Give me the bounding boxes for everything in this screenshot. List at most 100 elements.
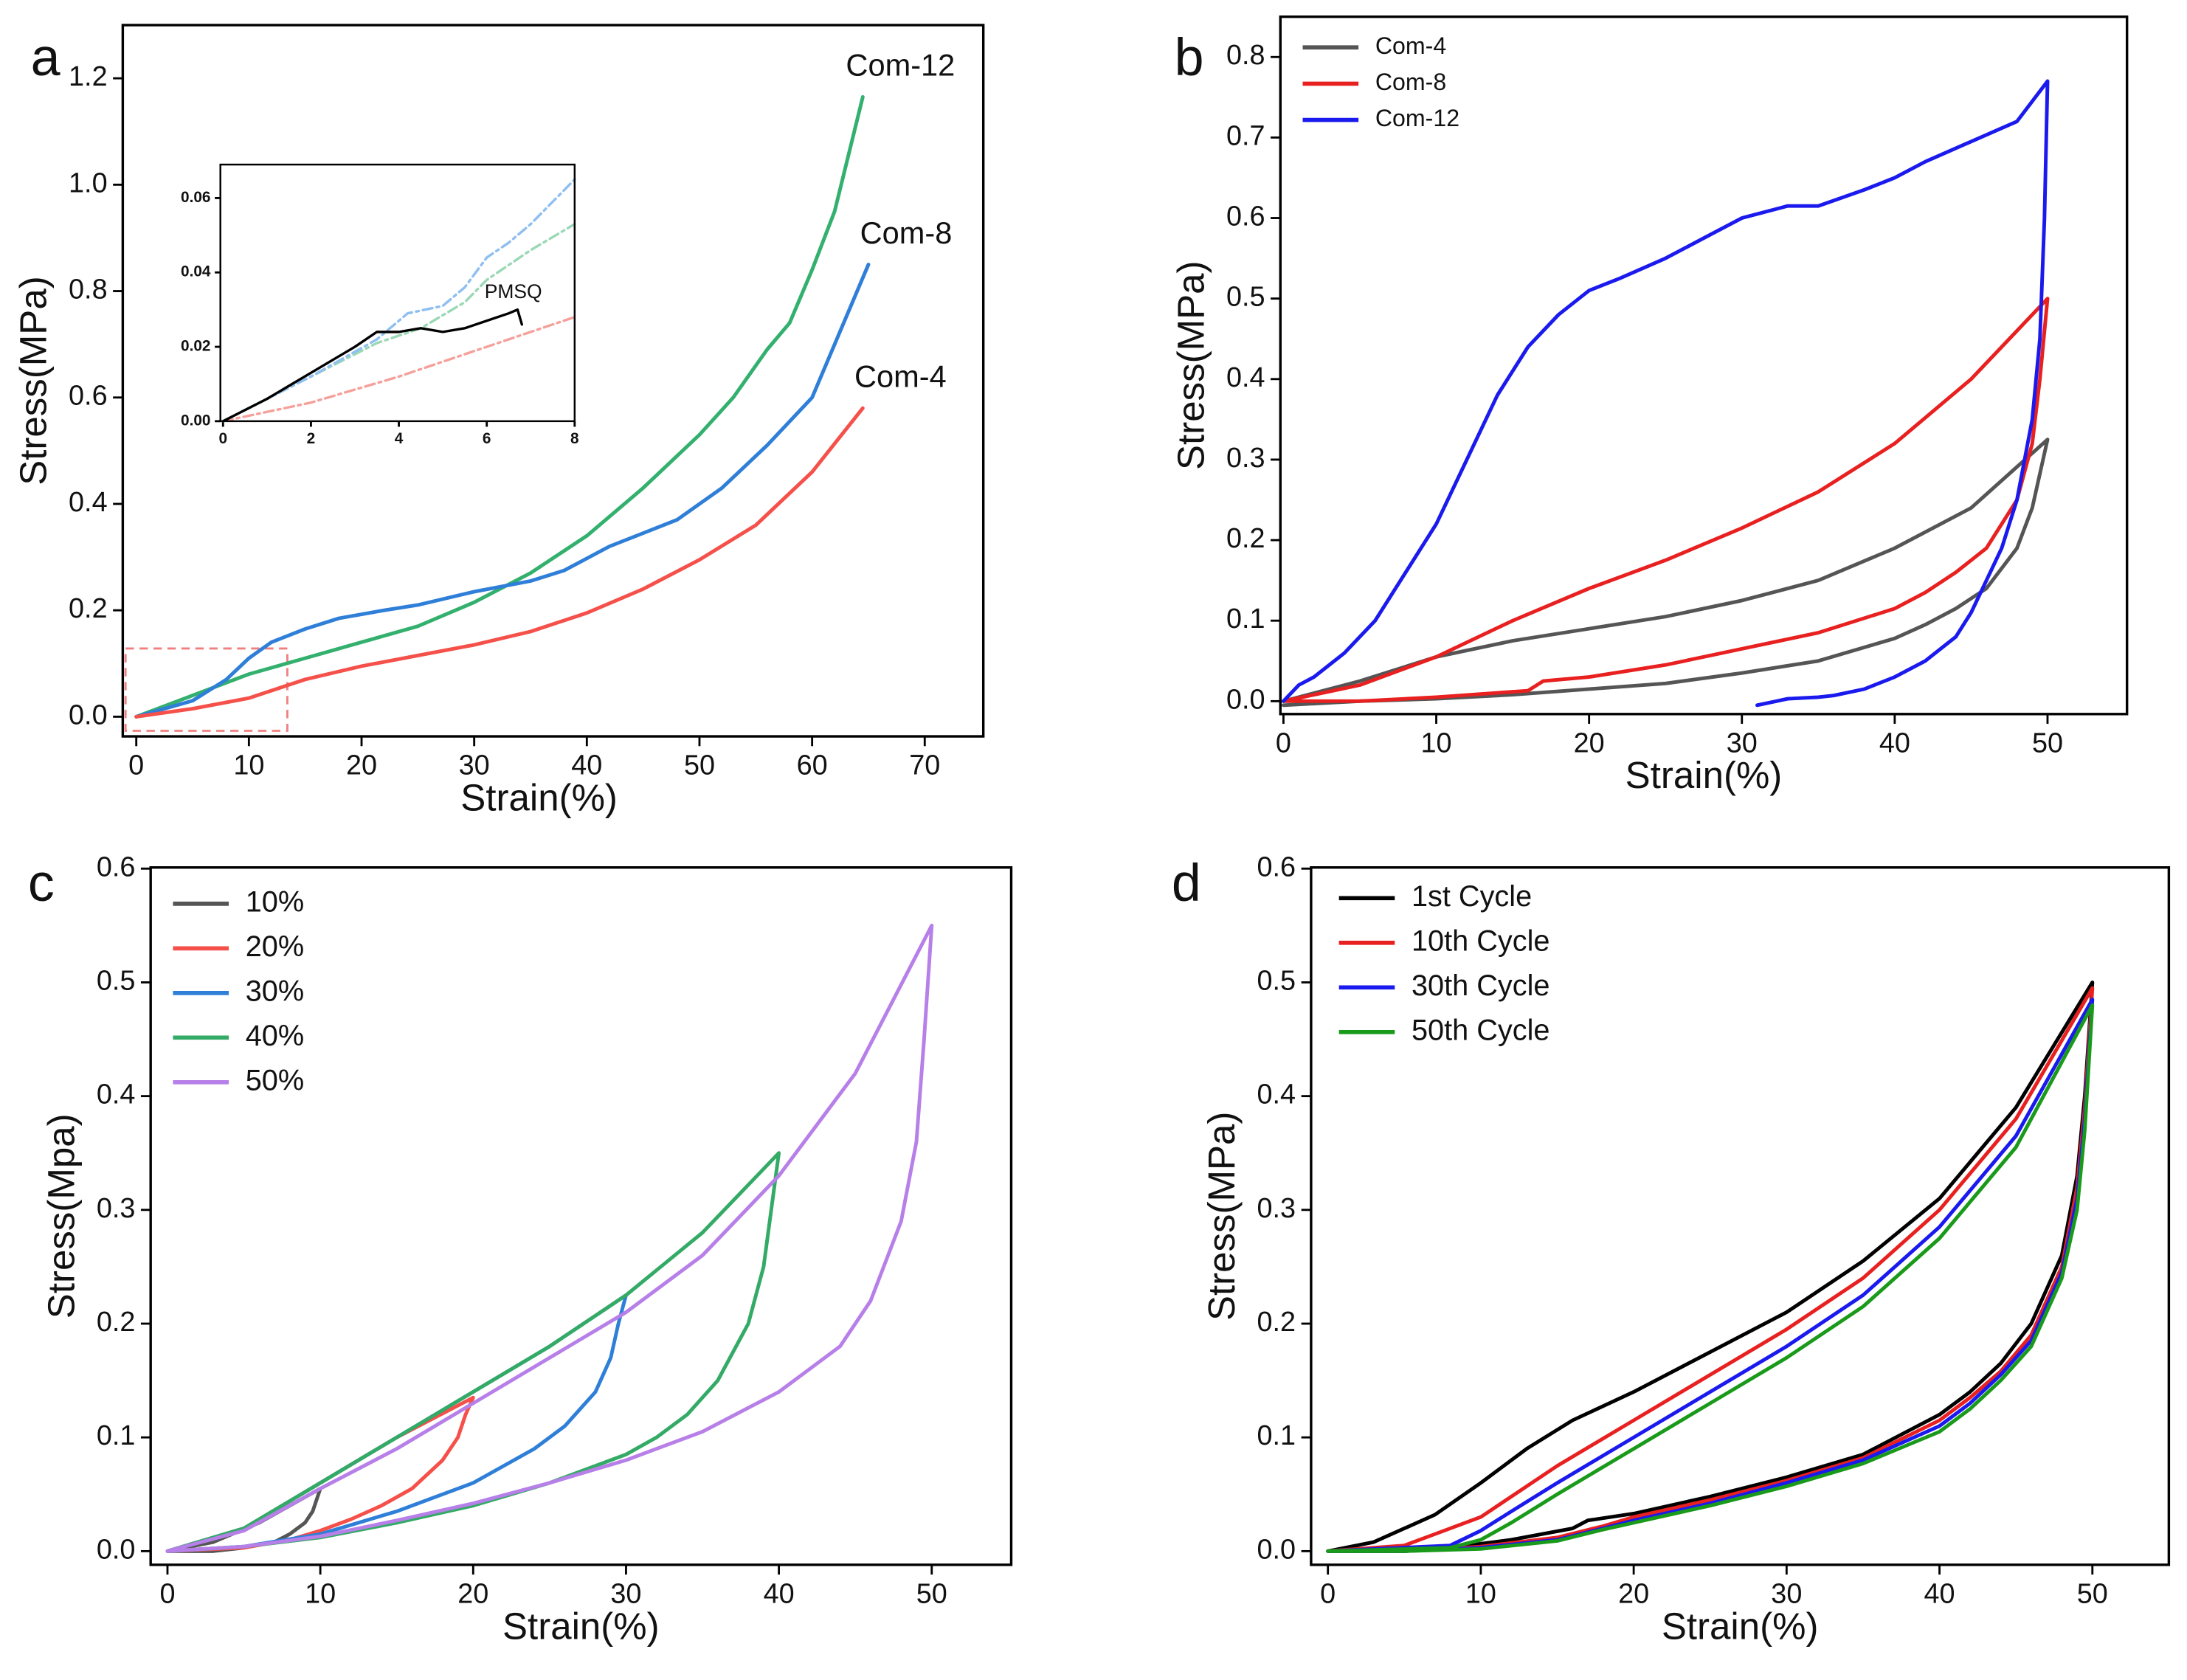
series-group [1281, 79, 2050, 708]
y-tick-label: 0.8 [1226, 40, 1265, 71]
y-tick-label: 0.5 [97, 965, 136, 996]
y-tick-label: 0.4 [1257, 1079, 1296, 1110]
y-tick-label: 0.2 [97, 1307, 136, 1338]
y-axis-label: Stress(Mpa) [40, 1113, 82, 1318]
x-tick-label: 60 [797, 750, 828, 781]
y-tick-label: 0.3 [1226, 443, 1265, 474]
x-axis-label: Strain(%) [460, 776, 618, 818]
y-tick-label: 0.8 [69, 274, 108, 305]
y-tick-label: 0.4 [69, 487, 108, 518]
inset-background [220, 165, 575, 421]
plot-frame [121, 24, 985, 738]
y-tick-label: 0.2 [1226, 523, 1265, 554]
legend-label: 10% [246, 885, 304, 918]
x-tick-label: 0 [218, 430, 227, 447]
plot-frame [219, 163, 576, 423]
y-tick-label: 0.1 [97, 1420, 136, 1451]
x-tick-label: 50 [2077, 1578, 2108, 1609]
legend-label: 50th Cycle [1412, 1014, 1550, 1046]
x-tick-label: 20 [1574, 727, 1605, 758]
line [1281, 438, 2050, 708]
line [221, 316, 576, 423]
y-tick-label: 0.00 [181, 412, 210, 429]
x-tick-label: 2 [307, 430, 316, 447]
y-tick-label: 0.3 [1257, 1193, 1296, 1224]
x-tick-label: 10 [1465, 1578, 1496, 1609]
x-tick-label: 0 [1320, 1578, 1336, 1609]
line [134, 94, 865, 719]
x-tick-label: 20 [346, 750, 377, 781]
y-axis-label: Stress(MPa) [13, 276, 55, 485]
line [1326, 998, 2095, 1553]
y-tick-label: 0.6 [69, 381, 108, 412]
x-tick-label: 0 [159, 1578, 175, 1609]
y-tick-label: 0.2 [69, 593, 108, 624]
x-tick-label: 50 [916, 1578, 947, 1609]
x-tick-label: 30 [459, 750, 490, 781]
line [134, 406, 865, 719]
y-tick-label: 0.6 [1226, 201, 1265, 232]
legend-label: Com-4 [1375, 32, 1446, 59]
y-tick-label: 1.2 [69, 61, 108, 92]
series-group [1326, 980, 2095, 1553]
y-tick-label: 0.0 [1226, 684, 1265, 715]
zoom-region [124, 647, 289, 732]
y-tick-label: 0.06 [181, 189, 210, 206]
x-tick-label: 40 [1879, 727, 1910, 758]
x-tick-label: 0 [128, 750, 144, 781]
plot-frame [149, 866, 1013, 1566]
panel-label: a [31, 28, 61, 87]
y-axis-label: Stress(MPa) [1200, 1112, 1243, 1321]
line [1281, 79, 2050, 708]
legend-label: 1st Cycle [1412, 880, 1532, 913]
line [221, 178, 576, 423]
x-axis-label: Strain(%) [1625, 754, 1783, 796]
legend-label: 30% [246, 975, 304, 1007]
legend-label: Com-8 [1375, 69, 1446, 95]
x-tick-label: 0 [1276, 727, 1291, 758]
x-tick-label: 40 [571, 750, 602, 781]
x-tick-label: 70 [909, 750, 940, 781]
x-tick-label: 50 [2032, 727, 2063, 758]
y-tick-label: 0.1 [1257, 1420, 1296, 1451]
y-tick-label: 0.02 [181, 338, 210, 355]
x-tick-label: 4 [395, 430, 404, 447]
x-tick-label: 6 [483, 430, 491, 447]
x-tick-label: 40 [1924, 1578, 1955, 1609]
line [1326, 980, 2095, 1553]
line [221, 308, 524, 423]
y-tick-label: 0.6 [97, 851, 136, 882]
series-group [165, 923, 934, 1553]
x-tick-label: 20 [457, 1578, 488, 1609]
x-axis-label: Strain(%) [502, 1605, 660, 1647]
x-tick-label: 30 [610, 1578, 641, 1609]
x-tick-label: 10 [233, 750, 264, 781]
x-tick-label: 40 [764, 1578, 795, 1609]
line [1326, 986, 2095, 1553]
line-label: Com-12 [846, 48, 955, 83]
x-tick-label: 10 [305, 1578, 336, 1609]
panel-label: b [1175, 28, 1204, 87]
x-tick-label: 10 [1421, 727, 1452, 758]
plot-frame [1310, 866, 2171, 1566]
y-axis-label: Stress(MPa) [1170, 261, 1212, 470]
legend-label: Com-12 [1375, 105, 1459, 131]
y-tick-label: 0.0 [1257, 1534, 1296, 1565]
y-tick-label: 0.0 [69, 699, 108, 730]
y-tick-label: 0.1 [1226, 604, 1265, 635]
panel-label: c [28, 854, 55, 913]
line [1326, 1003, 2095, 1553]
line [1281, 297, 2050, 703]
y-tick-label: 0.4 [1226, 362, 1265, 393]
panel-label: d [1172, 854, 1201, 913]
y-tick-label: 0.5 [1226, 282, 1265, 313]
x-tick-label: 8 [570, 430, 579, 447]
x-axis-label: Strain(%) [1662, 1605, 1819, 1647]
series-group [134, 94, 871, 719]
plot-frame [1279, 15, 2129, 716]
y-tick-label: 0.5 [1257, 965, 1296, 996]
legend-label: 20% [246, 930, 304, 963]
line-label: Com-4 [854, 359, 947, 393]
x-tick-label: 30 [1771, 1578, 1802, 1609]
y-tick-label: 1.0 [69, 167, 108, 198]
